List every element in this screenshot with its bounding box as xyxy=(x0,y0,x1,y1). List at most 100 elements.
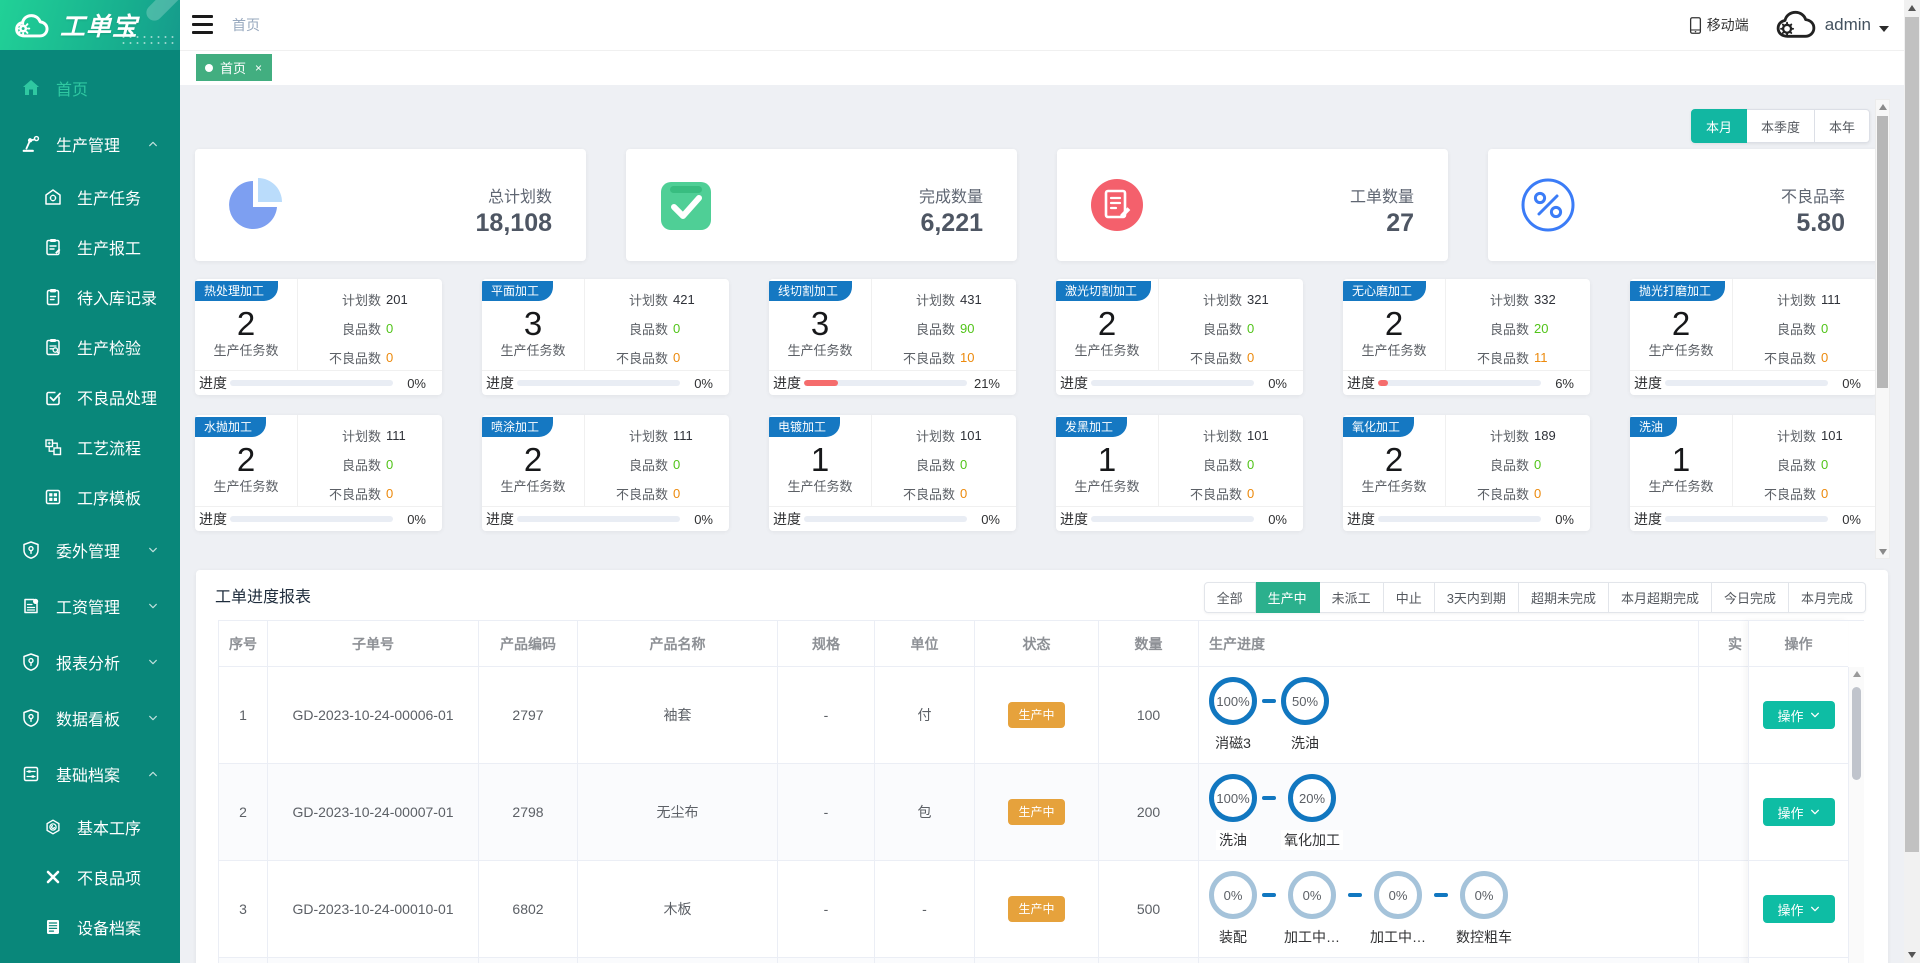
process-task-count-block: 3 生产任务数 xyxy=(769,279,872,370)
sidebar-item-待入库记录[interactable]: 待入库记录 xyxy=(0,272,180,322)
step-process-label: 数控粗车 xyxy=(1453,927,1515,947)
plan-label: 计划数 xyxy=(1202,293,1242,308)
step-connector xyxy=(1262,893,1276,897)
scroll-up-icon[interactable] xyxy=(1904,5,1920,11)
bad-row: 不良品数 11 xyxy=(1446,348,1590,367)
sidebar-item-生产检验[interactable]: 生产检验 xyxy=(0,322,180,372)
process-card: 抛光打磨加工 2 生产任务数 计划数 111 良品数 0 不良品数 0 进度 0% xyxy=(1630,279,1877,395)
column-header-action[interactable]: 操作 xyxy=(1749,620,1848,667)
column-header-unit[interactable]: 单位 xyxy=(875,621,975,667)
sidebar-item-设备档案[interactable]: 设备档案 xyxy=(0,902,180,952)
task-count: 2 xyxy=(523,441,543,478)
sidebar-item-委外管理[interactable]: 委外管理 xyxy=(0,522,180,578)
scrollbar-thumb[interactable] xyxy=(1852,687,1861,780)
sidebar-item-生产任务[interactable]: 生产任务 xyxy=(0,172,180,222)
action-button[interactable]: 操作 xyxy=(1762,895,1835,923)
hamburger-menu-icon[interactable] xyxy=(192,15,213,34)
report-filter-button[interactable]: 本月完成 xyxy=(1788,582,1866,613)
progress-label: 进度 xyxy=(486,511,514,527)
report-filter-button[interactable]: 3天内到期 xyxy=(1434,582,1519,613)
scrollbar-thumb[interactable] xyxy=(1905,17,1919,852)
report-filter-button[interactable]: 全部 xyxy=(1203,582,1256,613)
column-header-progress[interactable]: 生产进度 xyxy=(1199,621,1699,667)
step-percent-circle: 0% xyxy=(1288,871,1336,919)
column-header-actual[interactable]: 实 xyxy=(1699,621,1749,667)
report-filter-button[interactable]: 中止 xyxy=(1383,582,1435,613)
bad-value: 0 xyxy=(386,486,394,501)
progress-percent: 0% xyxy=(1268,511,1287,527)
report-filter-button[interactable]: 本月超期完成 xyxy=(1608,582,1712,613)
period-option-button[interactable]: 本月 xyxy=(1690,109,1747,143)
sidebar-item-工资管理[interactable]: 工资管理 xyxy=(0,578,180,634)
column-header-product-code[interactable]: 产品编码 xyxy=(479,621,578,667)
sidebar-item-基础档案[interactable]: 基础档案 xyxy=(0,746,180,802)
avatar[interactable] xyxy=(1775,9,1817,41)
report-filter-button[interactable]: 超期未完成 xyxy=(1518,582,1609,613)
sidebar-item-报表分析[interactable]: 报表分析 xyxy=(0,634,180,690)
sidebar-item-label: 首页 xyxy=(56,82,89,99)
report-filter-button[interactable]: 生产中 xyxy=(1255,582,1320,613)
report-filter-button[interactable]: 今日完成 xyxy=(1711,582,1789,613)
scroll-down-icon[interactable] xyxy=(1904,952,1920,958)
sidebar-item-生产管理[interactable]: 生产管理 xyxy=(0,116,180,172)
progress-bar xyxy=(1091,516,1254,522)
good-row: 良品数 90 xyxy=(872,319,1016,338)
sidebar-item-label: 生产检验 xyxy=(77,341,142,358)
report-filter-button[interactable]: 未派工 xyxy=(1319,582,1384,613)
scroll-down-icon[interactable] xyxy=(1876,545,1889,558)
period-option-button[interactable]: 本季度 xyxy=(1746,109,1815,143)
action-button[interactable]: 操作 xyxy=(1762,701,1835,729)
good-label: 良品数 xyxy=(628,458,668,473)
app-logo[interactable]: 工单宝 xyxy=(0,0,180,50)
stat-card: 工单数量 27 xyxy=(1057,149,1448,261)
user-dropdown-caret-icon[interactable] xyxy=(1878,25,1890,33)
column-header-status[interactable]: 状态 xyxy=(975,621,1099,667)
column-header-sub-order[interactable]: 子单号 xyxy=(268,621,479,667)
period-option-button[interactable]: 本年 xyxy=(1814,109,1870,143)
task-count: 3 xyxy=(810,305,830,342)
action-button[interactable]: 操作 xyxy=(1762,798,1835,826)
table-scrollbar[interactable] xyxy=(1848,667,1864,963)
progress-label: 进度 xyxy=(1060,511,1088,527)
bad-value: 0 xyxy=(673,486,681,501)
plan-value: 201 xyxy=(386,292,408,307)
page-scrollbar[interactable] xyxy=(1904,0,1920,963)
good-row: 良品数 20 xyxy=(1446,319,1590,338)
sidebar-item-基本工序[interactable]: 基本工序 xyxy=(0,802,180,852)
scroll-up-icon[interactable] xyxy=(1849,671,1864,677)
sidebar-item-生产报工[interactable]: 生产报工 xyxy=(0,222,180,272)
tab-home[interactable]: 首页 × xyxy=(196,54,273,81)
column-header-qty[interactable]: 数量 xyxy=(1099,621,1199,667)
sidebar-item-工序模板[interactable]: 工序模板 xyxy=(0,472,180,522)
cell-progress: 100% 洗油 20% 氧化加工 xyxy=(1199,764,1699,861)
column-header-product-name[interactable]: 产品名称 xyxy=(578,621,778,667)
username[interactable]: admin xyxy=(1824,15,1871,34)
sidebar-item-不良品项[interactable]: 不良品项 xyxy=(0,852,180,902)
progress-bar-fill xyxy=(1378,380,1388,386)
x-icon xyxy=(43,867,63,887)
breadcrumb[interactable]: 首页 xyxy=(232,17,260,33)
mobile-entry-button[interactable]: 移动端 xyxy=(1689,15,1749,35)
triangle-up-icon xyxy=(1908,5,1916,11)
scroll-up-icon[interactable] xyxy=(1876,100,1889,113)
bad-value: 0 xyxy=(1821,350,1829,365)
plan-label: 计划数 xyxy=(1489,293,1529,308)
scrollbar-thumb[interactable] xyxy=(1877,116,1888,388)
column-header-spec[interactable]: 规格 xyxy=(778,621,875,667)
cell-actual xyxy=(1699,861,1749,958)
sidebar-item-不良品处理[interactable]: 不良品处理 xyxy=(0,372,180,422)
good-value: 0 xyxy=(1534,457,1542,472)
column-header-no[interactable]: 序号 xyxy=(219,621,268,667)
sidebar-item-首页[interactable]: 首页 xyxy=(0,60,180,116)
cell-spec: - xyxy=(778,667,875,764)
sidebar-item-工艺流程[interactable]: 工艺流程 xyxy=(0,422,180,472)
tab-close-icon[interactable]: × xyxy=(255,60,263,75)
plan-row: 计划数 111 xyxy=(585,426,729,445)
plan-label: 计划数 xyxy=(341,429,381,444)
plan-value: 421 xyxy=(673,292,695,307)
progress-percent: 0% xyxy=(694,511,713,527)
dashboard-scrollbar[interactable] xyxy=(1875,99,1890,559)
plan-value: 111 xyxy=(386,428,406,443)
good-value: 20 xyxy=(1534,321,1549,336)
sidebar-item-数据看板[interactable]: 数据看板 xyxy=(0,690,180,746)
